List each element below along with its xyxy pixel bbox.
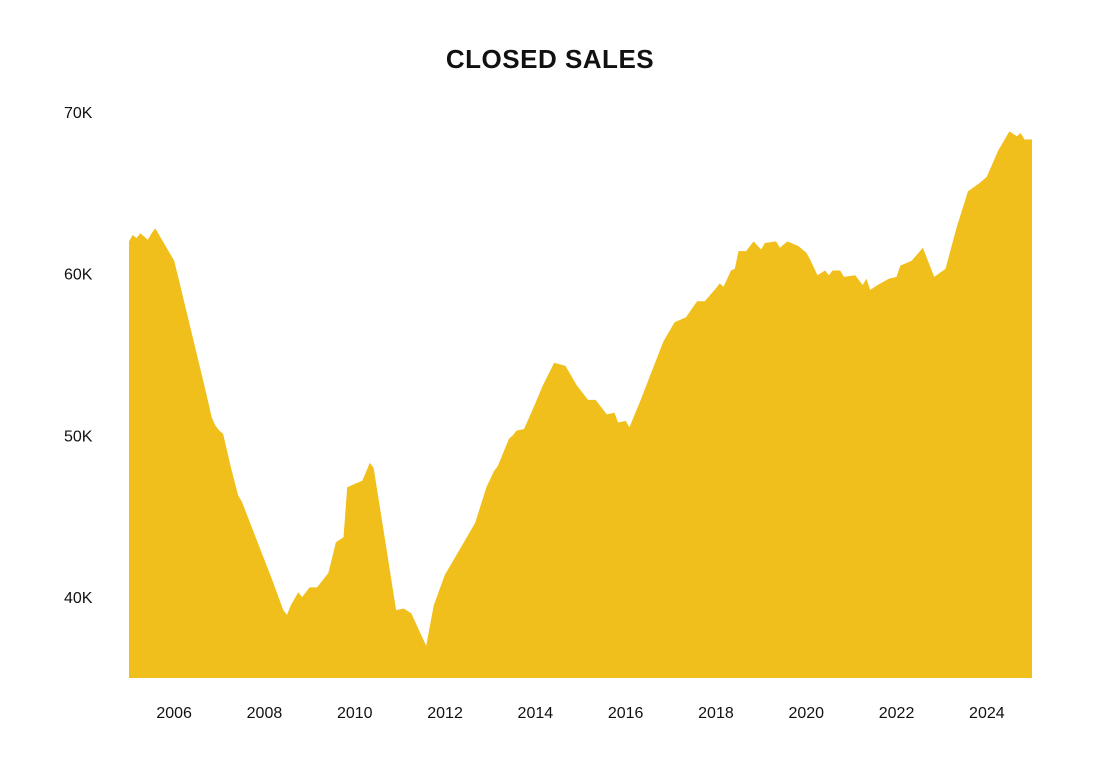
x-axis-ticks: 2006 2008 2010 2012 2014 2016 2018 2020 2022 2024 (156, 705, 1004, 722)
x-tick-label: 2014 (518, 705, 554, 722)
x-tick-label: 2016 (608, 705, 644, 722)
x-tick-label: 2008 (247, 705, 283, 722)
y-tick-label: 70K (64, 105, 93, 122)
x-tick-label: 2020 (788, 705, 824, 722)
x-tick-label: 2010 (337, 705, 373, 722)
y-axis-ticks: 40K 50K 60K 70K (64, 105, 93, 607)
closed-sales-area-series (129, 131, 1032, 678)
x-tick-label: 2012 (427, 705, 463, 722)
x-tick-label: 2022 (879, 705, 915, 722)
y-tick-label: 50K (64, 428, 93, 445)
chart-title: CLOSED SALES (445, 44, 655, 74)
x-tick-label: 2024 (969, 705, 1005, 722)
y-tick-label: 60K (64, 267, 93, 284)
y-tick-label: 40K (64, 590, 93, 607)
x-tick-label: 2018 (698, 705, 734, 722)
x-tick-label: 2006 (156, 705, 192, 722)
